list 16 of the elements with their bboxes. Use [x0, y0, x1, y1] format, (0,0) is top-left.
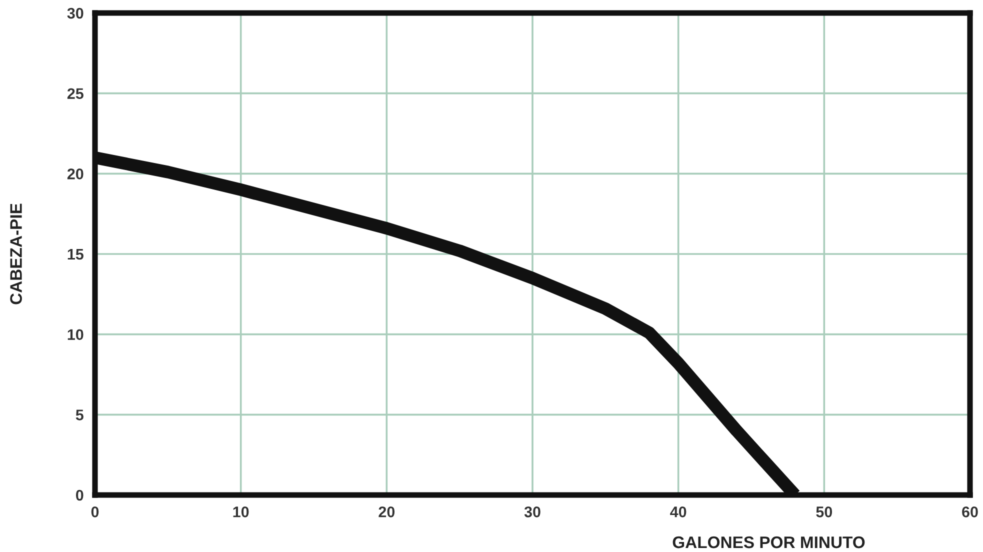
y-tick-label: 20 — [67, 168, 84, 180]
y-tick-label: 10 — [68, 329, 84, 340]
x-tick-label: 50 — [816, 506, 832, 518]
y-tick-label: 5 — [76, 410, 84, 420]
x-tick-label: 60 — [962, 506, 978, 518]
x-tick-label: 0 — [91, 506, 99, 518]
y-tick-label: 30 — [67, 8, 84, 19]
y-tick-label: 15 — [68, 249, 84, 260]
y-tick-label: 25 — [67, 88, 84, 100]
x-tick-label: 20 — [378, 506, 395, 518]
y-tick-label: 0 — [76, 490, 84, 501]
y-axis-title: CABEZA-PIE — [10, 204, 22, 304]
x-tick-label: 10 — [233, 506, 249, 518]
x-tick-label: 30 — [524, 506, 540, 518]
x-axis-title: GALONES POR MINUTO — [672, 536, 865, 548]
x-tick-label: 40 — [670, 506, 686, 518]
